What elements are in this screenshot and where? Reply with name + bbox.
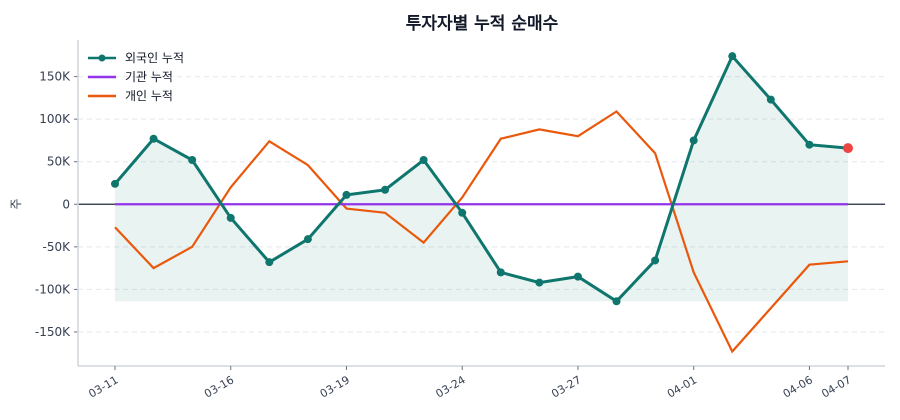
y-tick-label: 0 xyxy=(62,197,70,211)
data-point xyxy=(419,156,428,165)
data-point xyxy=(111,179,119,188)
data-point xyxy=(535,278,544,287)
x-tick-label: 04-07 xyxy=(819,373,853,400)
x-tick-label: 04-06 xyxy=(781,373,815,400)
y-axis-label: 주 xyxy=(9,198,23,209)
data-point xyxy=(381,185,390,194)
foreign-area-fill xyxy=(115,56,848,302)
x-tick-label: 03-27 xyxy=(549,373,583,400)
legend-label: 외국인 누적 xyxy=(125,51,184,65)
data-point xyxy=(496,268,505,277)
data-point xyxy=(805,140,814,149)
y-tick-label: 50K xyxy=(47,155,71,169)
data-point xyxy=(226,213,235,222)
x-tick-label: 03-19 xyxy=(318,373,352,400)
y-tick-label: 100K xyxy=(39,112,71,126)
data-point xyxy=(766,95,775,104)
series-line-2 xyxy=(114,110,849,354)
y-tick-label: -50K xyxy=(43,240,72,254)
legend-label: 기관 누적 xyxy=(125,70,173,84)
chart-title: 투자자별 누적 순매수 xyxy=(406,14,559,34)
data-point xyxy=(188,156,197,165)
x-tick-label: 03-16 xyxy=(202,373,236,400)
last-point-marker xyxy=(843,143,853,154)
y-tick-label: 150K xyxy=(39,70,71,84)
data-point xyxy=(573,272,582,281)
x-tick-label: 03-24 xyxy=(434,373,468,400)
data-point xyxy=(303,235,312,244)
data-point xyxy=(651,256,660,265)
x-tick-label: 03-11 xyxy=(86,373,120,400)
data-point xyxy=(458,208,467,217)
y-tick-label: -150K xyxy=(35,325,71,339)
data-point xyxy=(612,297,621,306)
x-tick-label: 04-01 xyxy=(665,373,699,400)
data-point xyxy=(728,52,737,61)
legend-marker xyxy=(98,54,106,62)
data-point xyxy=(149,134,158,143)
data-point xyxy=(342,190,351,199)
data-point xyxy=(689,136,698,145)
y-tick-label: -100K xyxy=(35,282,71,296)
data-point xyxy=(265,258,274,267)
series-line-0 xyxy=(113,53,849,304)
legend-label: 개인 누적 xyxy=(125,89,173,103)
